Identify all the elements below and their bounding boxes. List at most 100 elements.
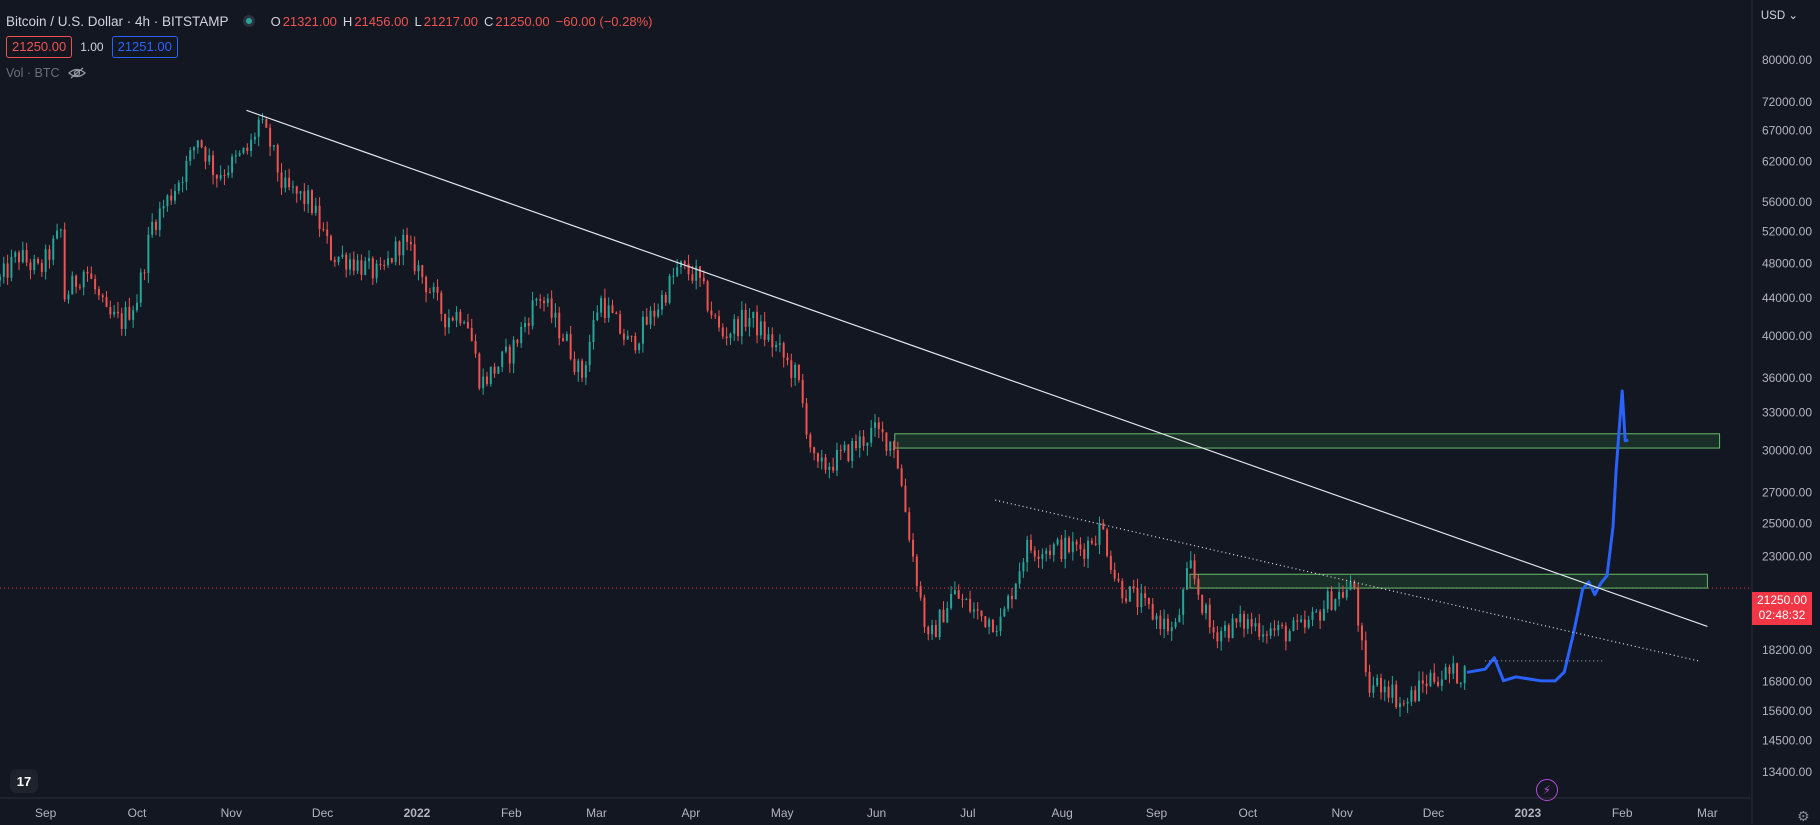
buy-button[interactable]: 21251.00: [111, 36, 178, 58]
candle-body: [794, 364, 797, 378]
candle-body: [474, 341, 477, 354]
candle-body: [383, 265, 386, 267]
trade-buttons: 21250.00 1.00 21251.00: [6, 36, 178, 58]
candle-body: [543, 300, 546, 304]
candle-body: [25, 250, 28, 263]
flash-icon[interactable]: ⚡: [1536, 779, 1558, 801]
candle-body: [1376, 677, 1379, 686]
candle-body: [466, 322, 469, 328]
candle-body: [710, 310, 713, 316]
candle-body: [1250, 619, 1253, 627]
candle-body: [676, 267, 679, 276]
candle-body: [691, 274, 694, 281]
candle-body: [1170, 627, 1173, 632]
volume-indicator[interactable]: Vol · BTC: [6, 66, 86, 80]
candle-body: [124, 307, 127, 329]
candle-body: [634, 335, 637, 351]
candle-body: [508, 346, 511, 364]
candle-body: [482, 376, 485, 389]
candle-body: [1071, 541, 1074, 553]
candle-body: [329, 236, 332, 260]
projection-path: [1466, 389, 1629, 683]
currency-selector[interactable]: USD ⌄: [1760, 10, 1798, 22]
candle-body: [866, 442, 869, 446]
y-tick-label: 23000.00: [1762, 550, 1812, 564]
candle-body: [166, 195, 169, 207]
y-tick-label: 18200.00: [1762, 643, 1812, 657]
candle-body: [607, 305, 610, 318]
candle-body: [75, 275, 78, 287]
candle-body: [1281, 624, 1284, 626]
candle-body: [1300, 619, 1303, 622]
candle-body: [48, 249, 51, 260]
candle-body: [0, 276, 1, 281]
candle-body: [893, 441, 896, 451]
candle-body: [1178, 614, 1181, 623]
candle-body: [771, 334, 774, 348]
candle-body: [59, 229, 62, 231]
candle-body: [1166, 618, 1169, 632]
candle-body: [246, 147, 249, 152]
candle-body: [379, 263, 382, 266]
candle-body: [1018, 571, 1021, 584]
candle-body: [1087, 540, 1090, 559]
candle-body: [425, 276, 428, 293]
candle-body: [78, 286, 81, 288]
candle-body: [1029, 539, 1032, 551]
candle-body: [908, 512, 911, 540]
candle-body: [231, 156, 234, 173]
candle-body: [1326, 591, 1329, 609]
y-tick-label: 48000.00: [1762, 256, 1812, 270]
sell-button[interactable]: 21250.00: [6, 36, 73, 58]
candle-body: [113, 311, 116, 315]
candle-body: [1391, 684, 1394, 698]
candle-body: [961, 598, 964, 600]
candle-body: [1037, 556, 1040, 559]
candle-body: [748, 317, 751, 327]
candle-body: [208, 155, 211, 162]
candle-body: [725, 336, 728, 339]
candle-body: [915, 556, 918, 587]
candle-body: [1452, 663, 1455, 674]
market-status-icon: [242, 15, 255, 27]
candle-body: [1322, 608, 1325, 621]
x-tick-label: Mar: [1697, 806, 1718, 820]
candle-body: [21, 250, 24, 263]
candle-body: [516, 339, 519, 344]
candle-body: [284, 177, 287, 188]
candle-body: [645, 316, 648, 325]
eye-hidden-icon[interactable]: [67, 66, 86, 80]
x-tick-label: Oct: [1238, 806, 1257, 820]
candle-body: [1345, 589, 1348, 598]
candle-body: [775, 344, 778, 348]
candle-body: [1132, 586, 1135, 589]
candle-body: [1246, 619, 1249, 629]
low-value: 21217.00: [423, 13, 479, 29]
candle-body: [52, 238, 55, 260]
x-tick-label: Dec: [312, 806, 333, 820]
candle-body: [527, 323, 530, 326]
candle-body: [1387, 686, 1390, 698]
candle-body: [577, 360, 580, 373]
symbol-title[interactable]: Bitcoin / U.S. Dollar · 4h · BITSTAMP: [6, 13, 229, 29]
candle-body: [470, 327, 473, 342]
candle-body: [1026, 539, 1029, 563]
candle-body: [257, 119, 260, 137]
tradingview-logo[interactable]: 17: [10, 769, 38, 793]
candle-body: [934, 625, 937, 638]
candle-body: [927, 627, 930, 635]
gear-icon[interactable]: ⚙: [1797, 808, 1810, 824]
candle-body: [1330, 591, 1333, 610]
candle-body: [638, 343, 641, 351]
candle-body: [1425, 683, 1428, 687]
candle-body: [752, 311, 755, 318]
y-tick-label: 16800.00: [1762, 675, 1812, 689]
candle-body: [97, 289, 100, 296]
candle-body: [1010, 595, 1013, 600]
candle-body: [310, 190, 313, 214]
candle-body: [1117, 578, 1120, 581]
candle-body: [71, 275, 74, 295]
candle-body: [767, 334, 770, 340]
candle-body: [1360, 625, 1363, 641]
